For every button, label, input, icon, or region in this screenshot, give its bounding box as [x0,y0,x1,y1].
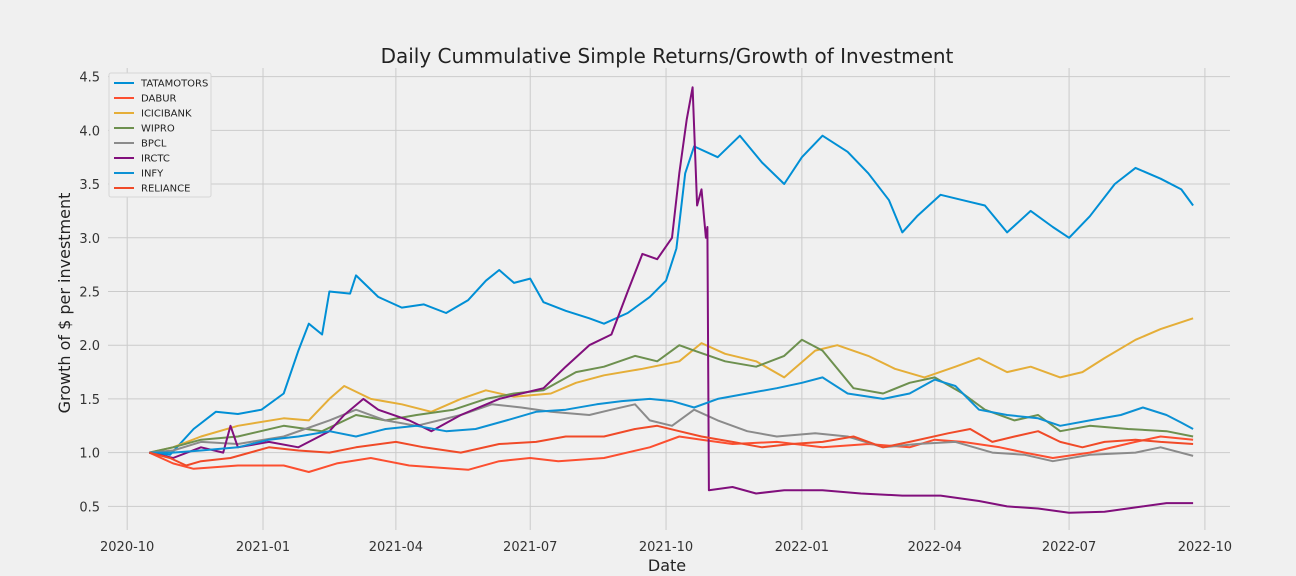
legend-label-icicibank: ICICIBANK [141,109,192,120]
series-lines [148,86,1194,514]
x-tick-label: 2021-07 [503,540,557,555]
legend-label-bpcl: BPCL [141,139,167,150]
y-tick-label: 2.5 [79,285,100,300]
x-tick-label: 2020-10 [100,540,154,555]
x-tick-label: 2022-10 [1178,540,1232,555]
y-tick-labels: 0.5 1.0 1.5 2.0 2.5 3.0 3.5 4.0 4.5 [79,71,100,516]
y-tick-label: 2.0 [79,339,100,354]
chart-title: Daily Cummulative Simple Returns/Growth … [381,44,954,68]
grid-lines [108,68,1230,530]
series-line-tatamotors [149,134,1194,456]
legend-label-reliance: RELIANCE [141,184,190,195]
legend-label-infy: INFY [141,169,164,180]
y-tick-label: 1.5 [79,393,100,408]
series-line-bpcl [149,403,1194,463]
series-line-infy [149,376,1194,454]
x-tick-label: 2021-01 [236,540,290,555]
y-tick-label: 0.5 [79,500,100,515]
y-tick-label: 4.5 [79,71,100,86]
y-axis-title: Growth of $ per investment [55,193,74,414]
y-tick-label: 3.5 [79,178,100,193]
x-tick-labels: 2020-10 2021-01 2021-04 2021-07 2021-10 2022-… [100,540,1232,555]
legend-label-wipro: WIPRO [141,124,175,135]
legend-frame [108,72,212,198]
x-axis-title: Date [648,556,686,575]
legend: TATAMOTORS DABUR ICICIBANK WIPRO BPCL IRCTC IN… [108,72,212,198]
series-line-wipro [149,338,1194,454]
y-tick-label: 3.0 [79,232,100,247]
x-tick-label: 2022-04 [908,540,962,555]
legend-label-tatamotors: TATAMOTORS [140,79,208,90]
series-line-dabur [148,435,1194,473]
x-tick-label: 2021-04 [369,540,423,555]
series-line-irctc [149,86,1194,514]
x-tick-label: 2021-10 [639,540,693,555]
series-line-reliance [149,424,1194,467]
series-line-icicibank [149,317,1194,454]
legend-label-dabur: DABUR [141,94,177,105]
x-tick-label: 2022-01 [775,540,829,555]
x-tick-label: 2022-07 [1042,540,1096,555]
y-tick-label: 4.0 [79,124,100,139]
legend-label-irctc: IRCTC [141,154,170,165]
y-tick-label: 1.0 [79,447,100,462]
